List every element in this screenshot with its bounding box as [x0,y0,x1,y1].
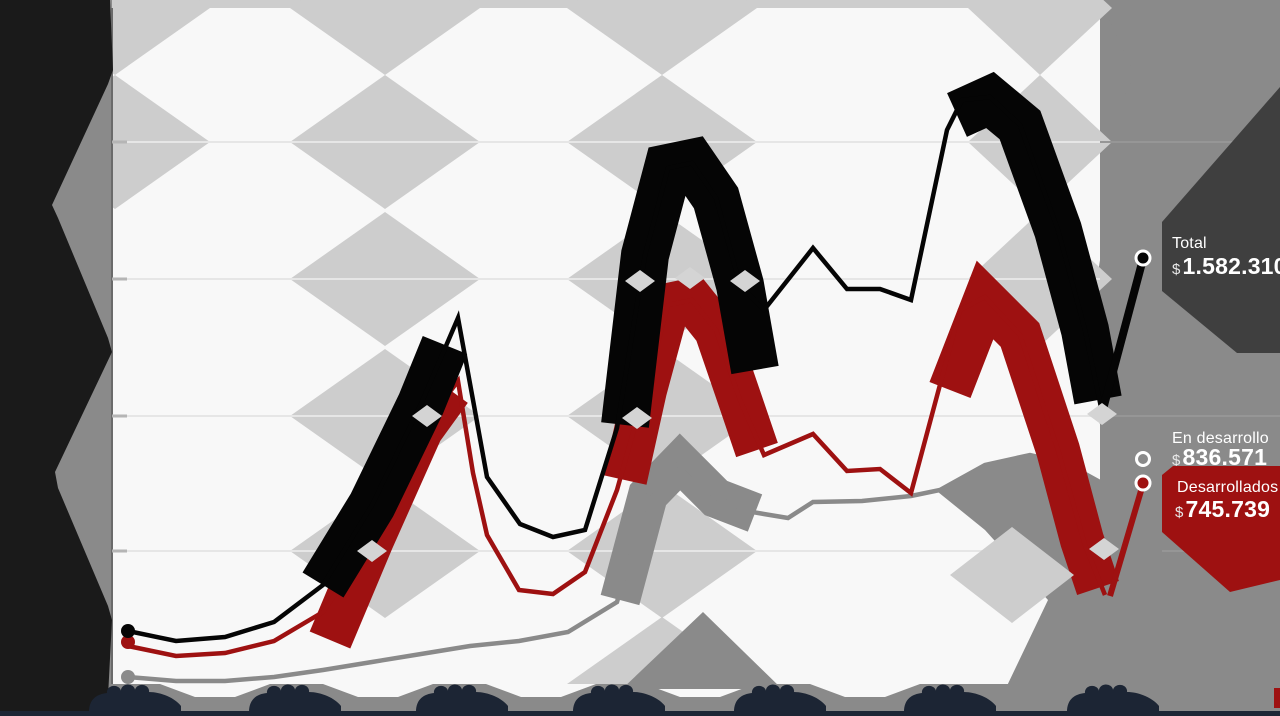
desarrollados-callout[interactable]: Desarrollados $745.739 [1162,466,1280,592]
crossing-diamond [1087,403,1117,425]
en-desarrollo-callout-value: $836.571 [1172,444,1267,470]
total-callout-bg [1162,87,1280,353]
gridline-diamond [112,0,210,75]
gridline-diamond [290,0,480,75]
y-axis-label-mass [0,0,113,716]
desarrollados-callout-stem [1107,483,1146,597]
desarrollados-start-dot [121,635,135,649]
en-desarrollo-blob-triangle [622,612,782,689]
x-axis-label-blob [89,684,181,712]
total-callout-label: Total [1172,235,1207,252]
crossing-diamond [622,407,652,429]
desarrollados-endpoint-marker[interactable] [1134,474,1152,492]
glitch-diamond-large [950,527,1074,623]
crossing-diamond [625,270,655,292]
gridline-diamond [968,0,1112,75]
en-desarrollo-endpoint-marker[interactable] [1135,451,1151,467]
x-axis-label-blob [416,684,508,712]
bottom-bar [0,711,1280,716]
x-axis-label-blob [1067,684,1159,712]
gridline-diamond [567,0,757,75]
desarrollados-callout-bg [1162,466,1280,592]
red-glitch-sliver [1274,688,1280,708]
total-callout[interactable]: Total $1.582.310 [1162,87,1280,353]
gridline-crossing-diamonds [357,267,1119,562]
crossing-diamond [357,540,387,562]
total-endpoint-marker[interactable] [1134,249,1152,267]
crossing-diamond [675,267,705,289]
crossing-diamond [412,405,442,427]
en-desarrollo-start-dot [121,670,135,684]
desarrollados-callout-label: Desarrollados [1177,479,1278,496]
total-callout-value: $1.582.310 [1172,253,1280,279]
desarrollados-callout-value: $745.739 [1175,496,1270,522]
x-axis-label-blob [734,684,826,712]
total-callout-stem [1098,257,1147,415]
en-desarrollo-callout[interactable]: En desarrollo $836.571 [1172,430,1269,470]
crossing-diamond [1089,538,1119,560]
total-start-dot [121,624,135,638]
y-axis-ticks [112,140,127,553]
x-axis-label-blob [573,684,665,712]
x-axis-label-blob [249,684,341,712]
x-axis-label-blobs [89,684,1159,712]
en-desarrollo-callout-label: En desarrollo [1172,430,1269,447]
x-axis-label-blob [904,684,996,712]
crossing-diamond [730,270,760,292]
